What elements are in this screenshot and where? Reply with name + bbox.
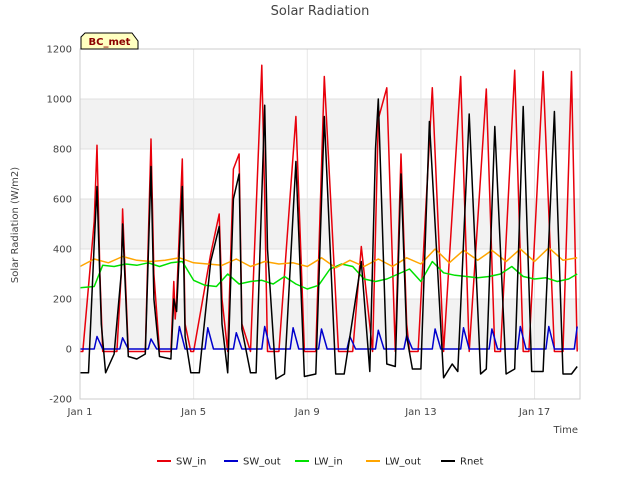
plot-frame: [79, 48, 581, 400]
series-line-rnet: [80, 98, 578, 380]
series-layer: [79, 64, 578, 380]
legend-label: Rnet: [460, 457, 483, 468]
x-tick-label: Jan 17: [518, 407, 550, 418]
legend-label: SW_out: [243, 457, 281, 468]
plot-background: [80, 49, 580, 399]
legend-label: LW_in: [314, 457, 343, 468]
x-tick-label: Jan 1: [67, 407, 93, 418]
y-tick-label: -200: [49, 395, 72, 406]
y-axis-title: Solar Radiation (W/m2): [10, 167, 21, 283]
y-tick-label: 400: [53, 245, 72, 256]
x-tick-label: Jan 13: [404, 407, 436, 418]
legend-label: SW_in: [176, 457, 206, 468]
chart-title: Solar Radiation: [271, 4, 370, 19]
y-tick-label: 600: [53, 195, 72, 206]
y-tick-label: 200: [53, 295, 72, 306]
series-line-sw-out: [80, 325, 578, 350]
grid-band: [80, 299, 580, 349]
y-tick-label: 1200: [47, 45, 72, 56]
badge-shape: [80, 32, 139, 50]
series-line-lw-in: [79, 260, 578, 290]
legend-label: LW_out: [385, 457, 421, 468]
legend: SW_in SW_out LW_in LW_out Rnet: [157, 457, 483, 468]
badge-label: BC_met: [89, 37, 131, 48]
series-line-lw-out: [79, 247, 578, 269]
station-badge: BC_met: [80, 32, 139, 50]
x-axis-ticks: Jan 1 Jan 5 Jan 9 Jan 13 Jan 17: [67, 407, 551, 418]
x-axis-title: Time: [553, 425, 578, 436]
y-tick-label: 800: [53, 145, 72, 156]
x-tick-label: Jan 9: [294, 407, 320, 418]
y-tick-label: 0: [66, 345, 72, 356]
grid-band: [80, 99, 580, 149]
x-tick-label: Jan 5: [180, 407, 206, 418]
y-tick-label: 1000: [47, 95, 72, 106]
y-axis-ticks: -200 0 200 400 600 800 1000 1200: [47, 45, 72, 406]
